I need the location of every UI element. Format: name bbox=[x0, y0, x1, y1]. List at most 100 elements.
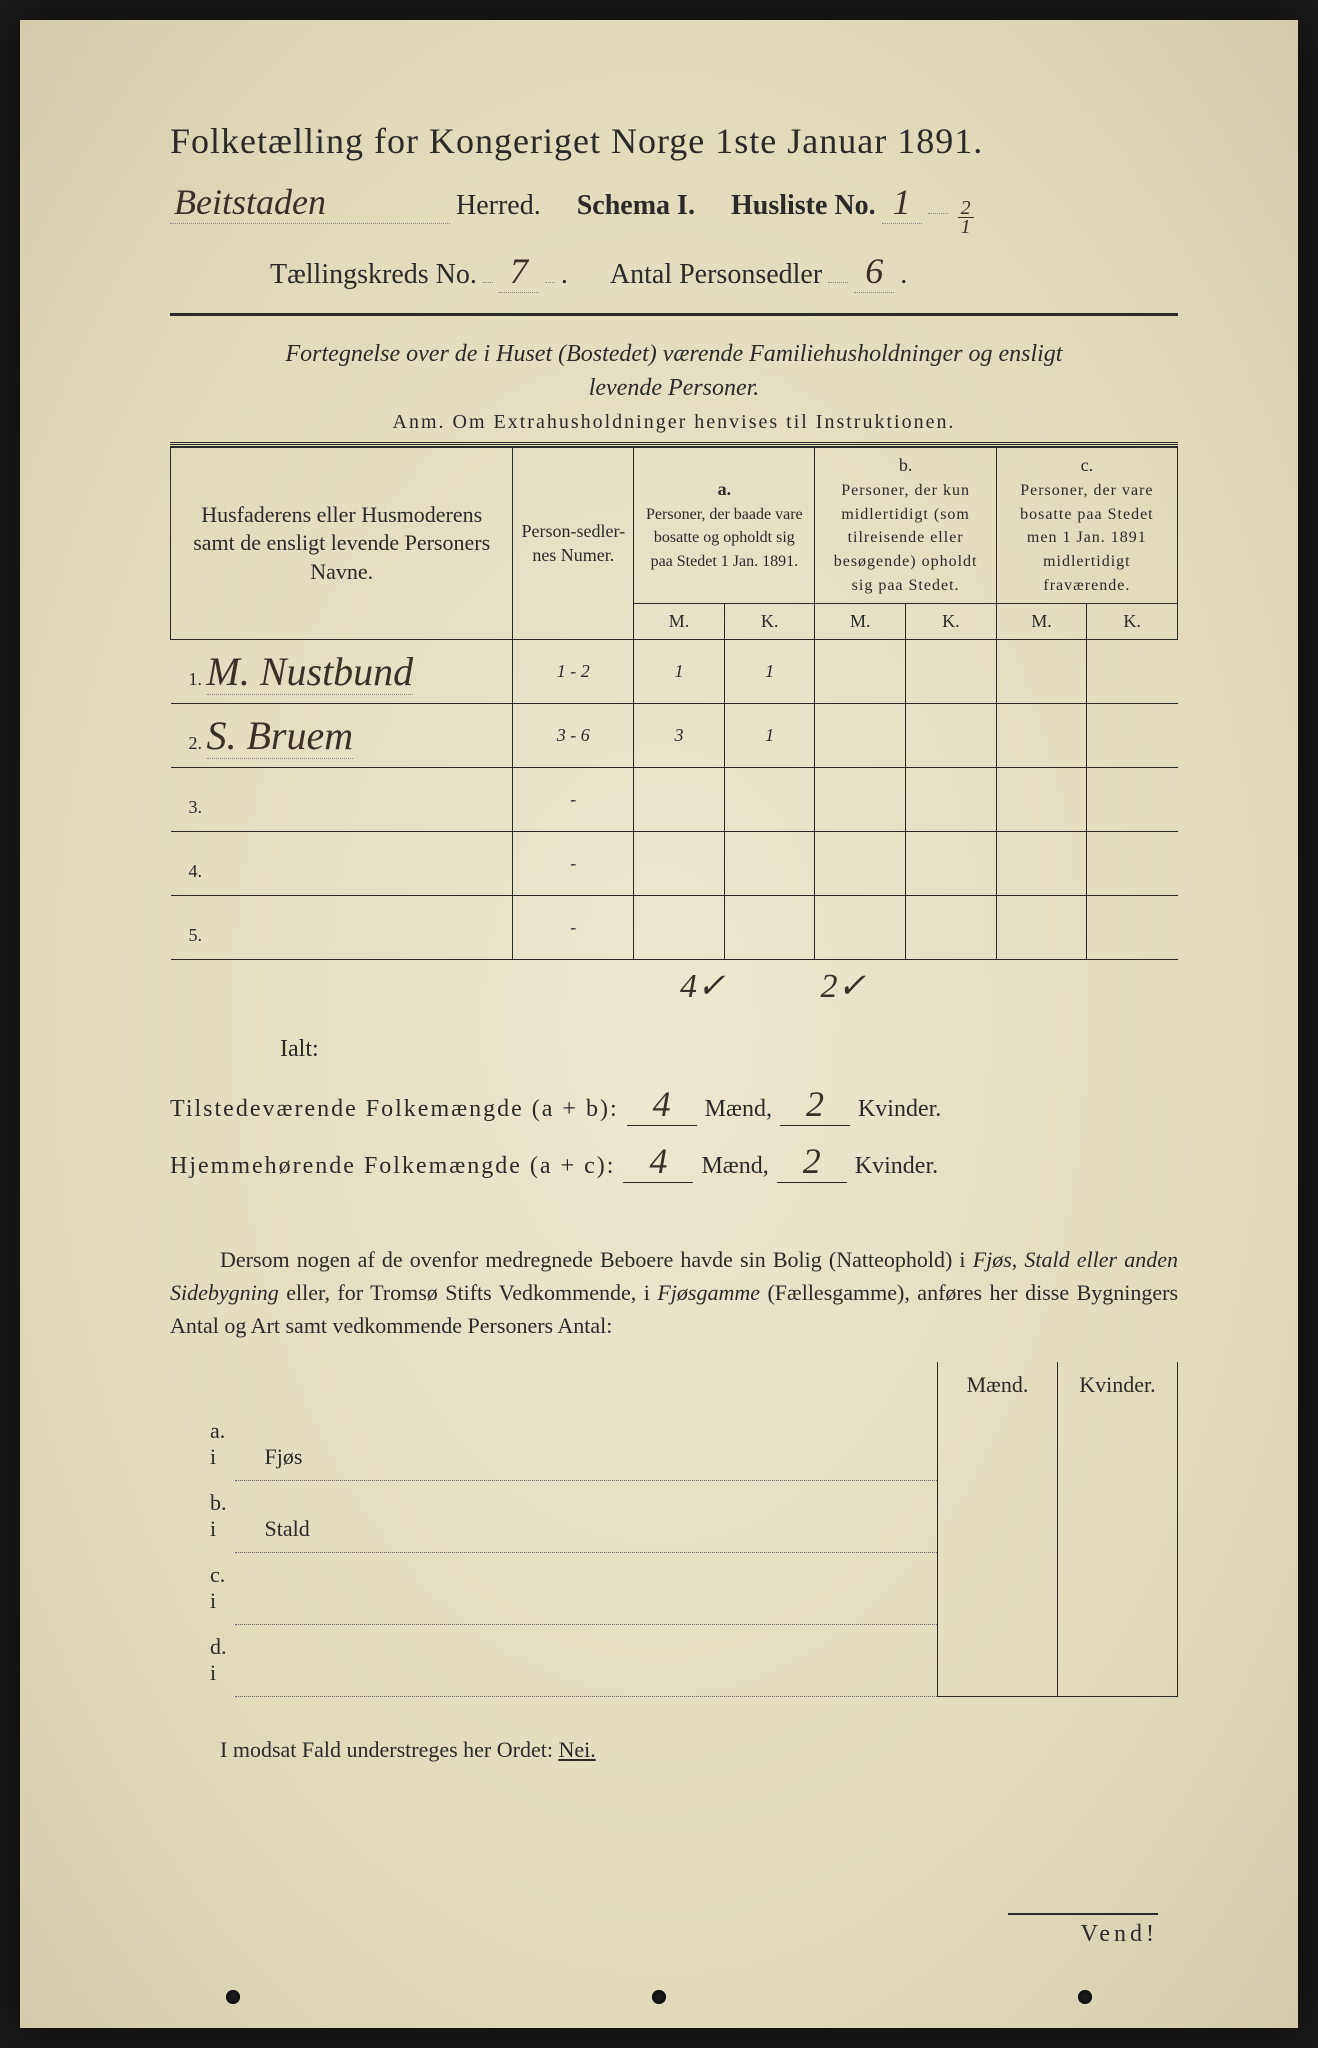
divider bbox=[170, 313, 1178, 316]
cell-cm bbox=[996, 768, 1087, 832]
mk-m bbox=[938, 1408, 1058, 1480]
cell-ck bbox=[1087, 832, 1178, 896]
cell-bk bbox=[906, 832, 997, 896]
mk-m bbox=[938, 1480, 1058, 1552]
person-name: M. Nustbund bbox=[207, 649, 414, 695]
row-label: a. i bbox=[170, 1408, 235, 1480]
cell-bk bbox=[906, 640, 997, 704]
mk-k bbox=[1058, 1624, 1178, 1696]
row-number: 2. S. Bruem bbox=[171, 704, 513, 768]
cell-ak bbox=[724, 768, 815, 832]
th-bm: M. bbox=[815, 603, 906, 639]
nei-word: Nei. bbox=[558, 1737, 595, 1762]
cell-ck bbox=[1087, 640, 1178, 704]
mk-k bbox=[1058, 1480, 1178, 1552]
header-line-2: Beitstaden Herred. Schema I. Husliste No… bbox=[170, 180, 1178, 236]
building-row: d. i bbox=[170, 1624, 1178, 1696]
building-table: Mænd. Kvinder. a. i Fjøs b. i Stald c. i… bbox=[170, 1362, 1178, 1697]
table-row: 1. M. Nustbund 1 - 2 1 1 bbox=[171, 640, 1178, 704]
cell-cm bbox=[996, 896, 1087, 960]
vend-label: Vend! bbox=[1008, 1913, 1158, 1948]
cell-bk bbox=[906, 704, 997, 768]
tilstede-k: 2 bbox=[780, 1083, 850, 1126]
table-row: 5. - bbox=[171, 896, 1178, 960]
th-bk: K. bbox=[906, 603, 997, 639]
husliste-value: 1 bbox=[882, 181, 922, 224]
table-row: 4. - bbox=[171, 832, 1178, 896]
census-form-page: Folketælling for Kongeriget Norge 1ste J… bbox=[20, 20, 1298, 2028]
row-text bbox=[235, 1552, 938, 1624]
tilstede-m: 4 bbox=[627, 1083, 697, 1126]
cell-ak bbox=[724, 832, 815, 896]
cell-ck bbox=[1087, 704, 1178, 768]
th-am: M. bbox=[634, 603, 725, 639]
mk-m bbox=[938, 1624, 1058, 1696]
th-b: b. Personer, der kun midlertidigt (som t… bbox=[815, 448, 996, 603]
person-name: S. Bruem bbox=[207, 713, 354, 759]
antal-value: 6 bbox=[854, 250, 894, 293]
husliste-fraction: 2 1 bbox=[958, 199, 974, 236]
cell-am: 1 bbox=[634, 640, 725, 704]
total-am: 4✓ bbox=[680, 966, 726, 1006]
th-name: Husfaderens eller Husmoderens samt de en… bbox=[171, 448, 513, 640]
mk-k bbox=[1058, 1408, 1178, 1480]
antal-label: Antal Personsedler bbox=[610, 259, 822, 291]
cell-cm bbox=[996, 704, 1087, 768]
total-ak: 2✓ bbox=[821, 966, 867, 1006]
th-ck: K. bbox=[1087, 603, 1178, 639]
hjemme-k: 2 bbox=[777, 1140, 847, 1183]
building-row: a. i Fjøs bbox=[170, 1408, 1178, 1480]
th-ak: K. bbox=[724, 603, 815, 639]
sedler-num: 1 - 2 bbox=[513, 640, 634, 704]
row-number: 4. bbox=[171, 832, 513, 896]
household-table: Husfaderens eller Husmoderens samt de en… bbox=[170, 447, 1178, 960]
building-row: b. i Stald bbox=[170, 1480, 1178, 1552]
cell-am bbox=[634, 896, 725, 960]
kreds-value: 7 bbox=[499, 250, 539, 293]
cell-bk bbox=[906, 896, 997, 960]
th-num: Person-sedler-nes Numer. bbox=[513, 448, 634, 640]
cell-ck bbox=[1087, 768, 1178, 832]
herred-value: Beitstaden bbox=[170, 181, 450, 224]
column-totals: 4✓ 2✓ bbox=[680, 966, 1178, 1006]
herred-label: Herred. bbox=[456, 190, 541, 222]
cell-ak: 1 bbox=[724, 640, 815, 704]
cell-bm bbox=[815, 896, 906, 960]
row-label: c. i bbox=[170, 1552, 235, 1624]
sedler-num: - bbox=[513, 832, 634, 896]
mk-maend-head: Mænd. bbox=[938, 1362, 1058, 1408]
cell-ck bbox=[1087, 896, 1178, 960]
tilstede-row: Tilstedeværende Folkemængde (a + b): 4 M… bbox=[170, 1083, 1178, 1126]
cell-ak: 1 bbox=[724, 704, 815, 768]
ialt-section: Ialt: Tilstedeværende Folkemængde (a + b… bbox=[170, 1036, 1178, 1183]
row-label: d. i bbox=[170, 1624, 235, 1696]
row-number: 3. bbox=[171, 768, 513, 832]
row-text: Fjøs bbox=[235, 1408, 938, 1480]
table-row: 2. S. Bruem 3 - 6 3 1 bbox=[171, 704, 1178, 768]
hole-icon bbox=[1078, 1990, 1092, 2004]
cell-am bbox=[634, 768, 725, 832]
cell-am: 3 bbox=[634, 704, 725, 768]
cell-cm bbox=[996, 640, 1087, 704]
husliste-label: Husliste No. bbox=[731, 190, 876, 222]
mk-m bbox=[938, 1552, 1058, 1624]
sedler-num: - bbox=[513, 768, 634, 832]
cell-bm bbox=[815, 768, 906, 832]
hjemme-row: Hjemmehørende Folkemængde (a + c): 4 Mæn… bbox=[170, 1140, 1178, 1183]
table-row: 3. - bbox=[171, 768, 1178, 832]
row-text bbox=[235, 1624, 938, 1696]
header-line-3: Tællingskreds No. 7 . Antal Personsedler… bbox=[170, 250, 1178, 294]
cell-ak bbox=[724, 896, 815, 960]
schema-label: Schema I. bbox=[577, 190, 695, 222]
title: Folketælling for Kongeriget Norge 1ste J… bbox=[170, 120, 1178, 162]
th-cm: M. bbox=[996, 603, 1087, 639]
row-number: 5. bbox=[171, 896, 513, 960]
instruction-paragraph: Dersom nogen af de ovenfor medregnede Be… bbox=[170, 1243, 1178, 1342]
hole-icon bbox=[226, 1990, 240, 2004]
subtitle: Fortegnelse over de i Huset (Bostedet) v… bbox=[170, 338, 1178, 405]
sedler-num: - bbox=[513, 896, 634, 960]
ialt-label: Ialt: bbox=[170, 1036, 1178, 1063]
cell-cm bbox=[996, 832, 1087, 896]
cell-am bbox=[634, 832, 725, 896]
cell-bm bbox=[815, 832, 906, 896]
